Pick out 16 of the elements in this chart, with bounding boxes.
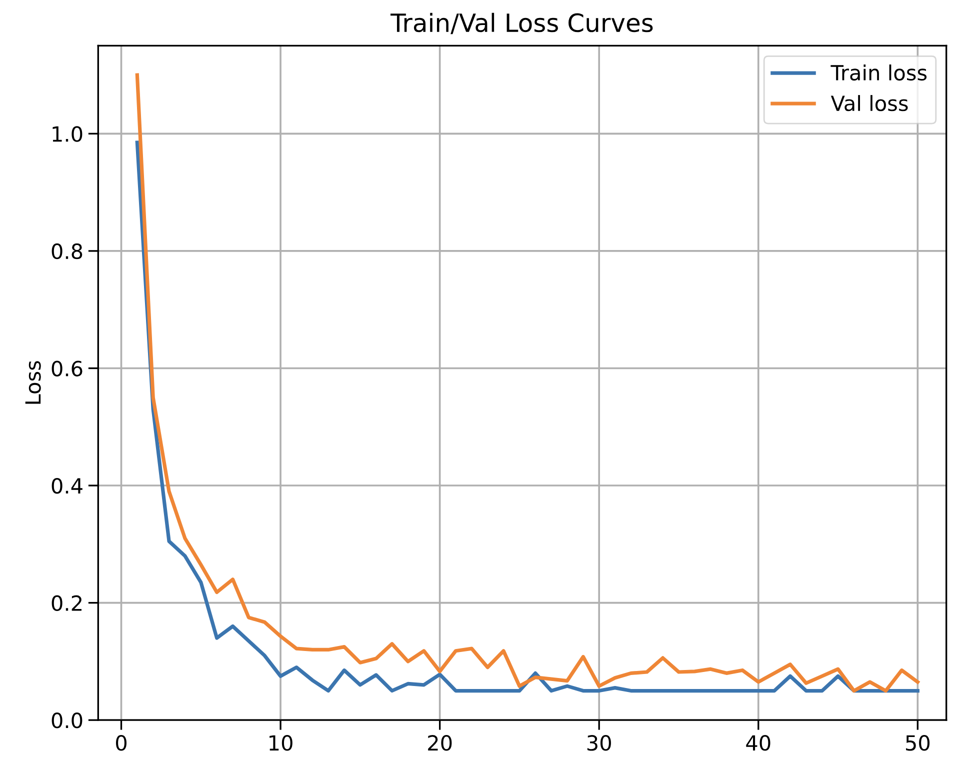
y-axis-title: Loss [25,361,41,404]
y-tick-label: 0.0 [52,712,82,728]
x-tick-label: 20 [428,735,452,751]
y-tick-label: 0.6 [52,360,82,376]
x-tick-label: 50 [906,735,930,751]
x-tick-label: 40 [746,735,770,751]
y-tick-label: 0.2 [52,595,82,612]
legend-label: Train loss [830,64,927,81]
legend-label: Val loss [830,95,908,112]
x-tick-label: 30 [587,735,611,751]
y-tick-label: 0.4 [52,478,82,494]
y-tick-label: 1.0 [52,126,82,142]
chart-title: Train/Val Loss Curves [390,12,653,34]
y-tick-label: 0.8 [52,243,82,260]
x-tick-label: 0 [116,735,126,751]
x-tick-label: 10 [270,735,292,751]
